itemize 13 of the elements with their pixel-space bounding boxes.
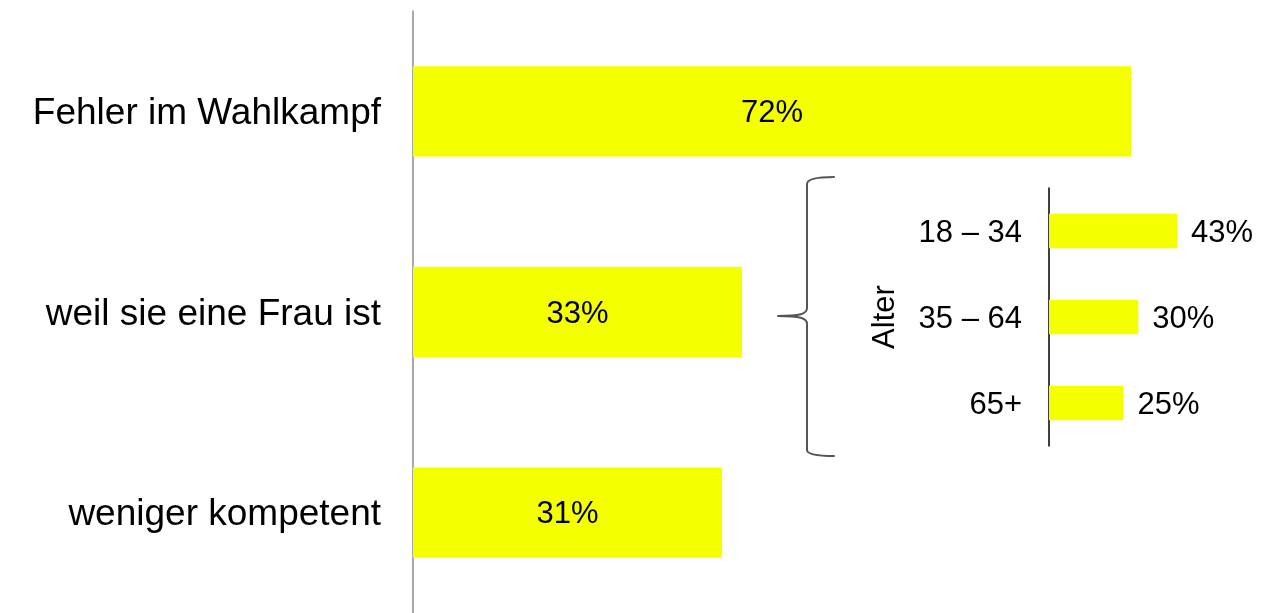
data-label: 30% (1152, 299, 1215, 335)
data-label: 43% (1191, 213, 1254, 249)
y-tick-label: 35 – 64 (918, 299, 1022, 335)
y-axis-title: Alter (866, 285, 901, 349)
data-label: 33% (546, 294, 609, 330)
y-tick-label: weniger kompetent (67, 492, 382, 534)
y-tick-label: 18 – 34 (918, 213, 1022, 249)
y-tick-label: Fehler im Wahlkampf (32, 90, 382, 132)
data-label: 31% (536, 495, 599, 531)
y-tick-label: weil sie eine Frau ist (44, 291, 382, 333)
data-label: 25% (1137, 385, 1200, 421)
y-tick-label: 65+ (969, 385, 1022, 421)
data-label: 72% (740, 93, 804, 129)
